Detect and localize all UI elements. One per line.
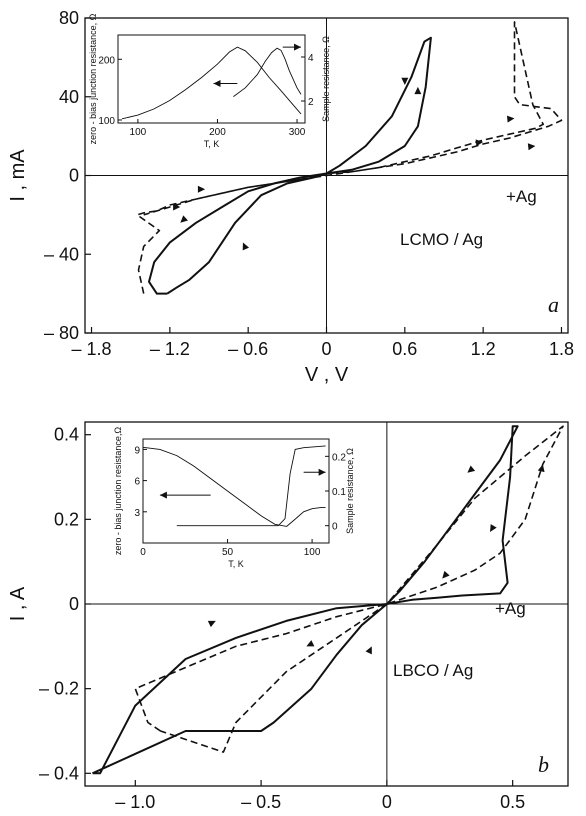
direction-arrow: [475, 139, 484, 147]
inset-y-tick-label-right: 0.1: [332, 487, 346, 498]
x-axis-label: V , V: [305, 364, 349, 386]
direction-arrow: [414, 86, 422, 95]
inset-y-tick-label-left: 3: [134, 508, 140, 519]
y-tick-label: – 0.2: [39, 679, 79, 699]
inset-y-label-left: zero - bias junction resistance, Ω: [88, 13, 98, 144]
x-tick-label: 0.6: [392, 339, 417, 359]
x-tick-label: – 1.8: [72, 339, 112, 359]
inset-series-right: [176, 445, 326, 527]
y-tick-label: 40: [59, 87, 79, 107]
sample-label: LCMO / Ag: [400, 230, 483, 249]
direction-arrow: [207, 620, 216, 628]
direction-arrow: [537, 464, 545, 473]
inset-x-tick-label: 0: [140, 547, 146, 558]
inset-y-tick-label-right: 2: [308, 97, 314, 108]
direction-arrow: [401, 77, 409, 85]
x-tick-label: – 1.0: [115, 792, 155, 812]
direction-arrow: [173, 203, 181, 211]
series-line-dashed: [136, 21, 563, 294]
inset-y-tick-label-right: 0: [332, 522, 338, 533]
y-tick-label: 0: [69, 166, 79, 186]
x-tick-label: 1.8: [549, 339, 574, 359]
series-line-dashed: [134, 425, 564, 753]
x-tick-label: – 1.2: [150, 339, 190, 359]
series-line-solid: [148, 36, 432, 295]
x-tick-label: 0: [321, 339, 331, 359]
inset-x-tick-label: 50: [222, 547, 234, 558]
inset-y-label-right: Sample resistance, Ω: [321, 36, 331, 122]
x-tick-label: – 0.5: [241, 792, 281, 812]
y-tick-label: 0.4: [54, 425, 79, 445]
inset-arrow-head: [294, 43, 302, 51]
inset-y-tick-label-left: 200: [98, 55, 115, 66]
y-tick-label: 80: [59, 8, 79, 28]
direction-arrow: [306, 640, 315, 647]
panel-b: – 1.0– 0.500.50.40.20– 0.2– 0.4V , VI , …: [7, 421, 569, 812]
direction-arrow: [442, 570, 450, 579]
direction-arrow: [365, 646, 372, 655]
inset-x-label: T, K: [228, 559, 244, 569]
direction-arrow: [467, 465, 476, 473]
inset-b: 0 50 100 3 6 9 0 0.1 0.2 T, K zero - bias junction…: [113, 427, 355, 569]
inset-frame: [117, 34, 306, 124]
inset-y-tick-label-right: 4: [308, 53, 314, 64]
inset-frame: [142, 438, 330, 544]
inset-a: 100 200 300 100 200 2 4 T, K zero - bias junctio…: [88, 13, 331, 149]
direction-arrow: [490, 524, 497, 533]
x-tick-label: 0: [382, 792, 392, 812]
electrode-label: +Ag: [506, 187, 537, 206]
inset-y-tick-label-right: 0.2: [332, 452, 346, 463]
inset-series-right: [233, 47, 302, 97]
sample-label: LBCO / Ag: [393, 661, 473, 680]
y-tick-label: 0.2: [54, 509, 79, 529]
inset-arrow-head: [159, 491, 167, 499]
y-tick-label: – 0.4: [39, 763, 79, 783]
y-axis-label: I , mA: [7, 149, 29, 202]
electrode-label: +Ag: [495, 599, 526, 618]
x-tick-label: – 0.6: [228, 339, 268, 359]
inset-series-left: [121, 46, 302, 120]
panel-letter: a: [548, 292, 559, 317]
y-axis-label: I , A: [7, 586, 29, 621]
direction-arrow: [180, 215, 188, 223]
direction-arrow: [527, 143, 536, 151]
inset-y-tick-label-left: 100: [98, 116, 115, 127]
direction-arrow: [242, 242, 250, 251]
x-tick-label: 0.5: [500, 792, 525, 812]
panel-a: – 1.8 – 1.2 – 0.6 0 0.6 1.2 1.8 80 40 0 – 40 – 80 V …: [7, 8, 574, 386]
panel-letter: b: [538, 752, 549, 777]
direction-arrow: [197, 185, 206, 193]
direction-arrow: [506, 115, 515, 123]
y-tick-label: 0: [69, 594, 79, 614]
inset-y-label-left: zero - bias junction resistance,Ω: [113, 427, 123, 556]
inset-y-tick-label-left: 9: [134, 445, 140, 456]
inset-x-tick-label: 300: [289, 127, 306, 138]
inset-x-tick-label: 200: [209, 127, 226, 138]
inset-x-tick-label: 100: [130, 127, 147, 138]
x-tick-label: 1.2: [471, 339, 496, 359]
inset-y-tick-label-left: 6: [134, 477, 140, 488]
inset-x-tick-label: 100: [304, 547, 321, 558]
inset-x-label: T, K: [204, 139, 220, 149]
series-line-solid: [92, 425, 519, 775]
inset-y-label-right: Sample resistance, Ω: [345, 448, 355, 534]
inset-series-left: [142, 446, 326, 527]
y-tick-label: – 80: [44, 323, 79, 343]
inset-arrow-head: [318, 468, 326, 476]
y-tick-label: – 40: [44, 244, 79, 264]
inset-arrow-head: [213, 80, 221, 88]
